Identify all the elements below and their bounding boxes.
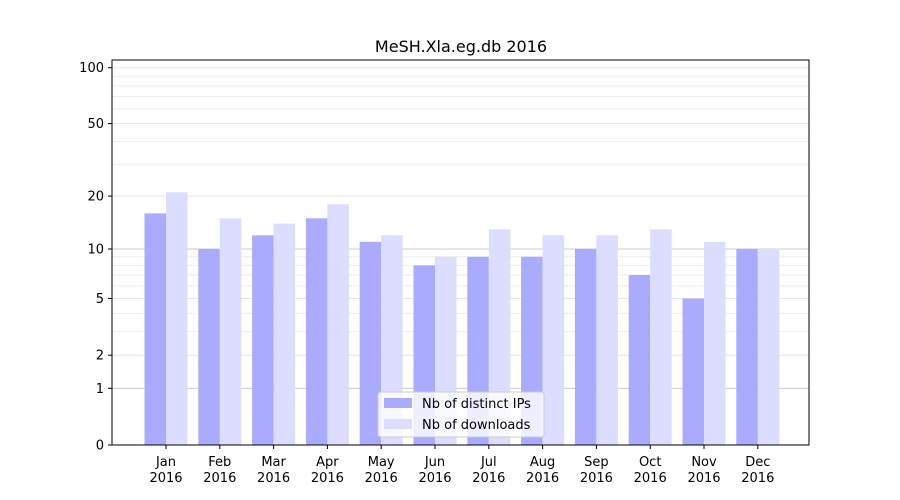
- bar-distinct-ips: [305, 218, 328, 445]
- y-tick-label: 100: [79, 61, 104, 76]
- bar-distinct-ips: [736, 248, 758, 445]
- legend-swatch-ips: [384, 398, 412, 408]
- x-tick-label: Jan 2016: [149, 455, 182, 486]
- legend-box: [377, 391, 545, 438]
- legend-label-ips: Nb of distinct IPs: [422, 397, 531, 412]
- legend-label-downloads: Nb of downloads: [422, 418, 531, 433]
- x-tick-label: Dec 2016: [741, 455, 774, 486]
- bar-distinct-ips: [682, 298, 704, 445]
- bar-downloads: [596, 235, 618, 445]
- bar-downloads: [757, 248, 780, 445]
- y-tick-label: 20: [87, 190, 104, 205]
- x-tick-label: May 2016: [365, 455, 398, 486]
- bars: [144, 192, 780, 445]
- x-tick-label: Oct 2016: [634, 455, 667, 486]
- y-tick-label: 5: [96, 292, 104, 307]
- y-tick-label: 2: [96, 349, 104, 364]
- bar-distinct-ips: [252, 235, 274, 445]
- bar-distinct-ips: [359, 241, 382, 445]
- bar-downloads: [219, 218, 242, 445]
- x-tick-label: Feb 2016: [203, 455, 236, 486]
- bar-distinct-ips: [144, 213, 166, 445]
- x-tick-label: Sep 2016: [580, 455, 613, 486]
- x-tick-label: Nov 2016: [687, 455, 720, 486]
- x-tick-label: Apr 2016: [311, 455, 344, 486]
- bar-downloads: [166, 192, 188, 445]
- x-tick-label: Aug 2016: [526, 455, 559, 486]
- bar-downloads: [327, 204, 349, 445]
- y-axis: 0 1 2 5 10 20 50 100: [79, 61, 112, 454]
- bar-downloads: [704, 241, 726, 445]
- bar-downloads: [650, 229, 672, 445]
- bar-downloads: [488, 229, 511, 445]
- bar-distinct-ips: [628, 275, 651, 445]
- chart-title: MeSH.Xla.eg.db 2016: [375, 37, 547, 56]
- x-tick-label: Jul 2016: [472, 455, 505, 486]
- x-tick-label: Mar 2016: [257, 455, 290, 486]
- plot-frame: [111, 59, 810, 446]
- x-axis: Jan 2016 Feb 2016 Mar 2016 Apr 2016 May 2016 Jun 20…: [149, 445, 774, 486]
- y-tick-label: 0: [96, 439, 104, 454]
- bar-distinct-ips: [198, 248, 220, 445]
- y-tick-label: 1: [96, 382, 104, 397]
- y-tick-label: 50: [87, 117, 104, 132]
- bar-downloads: [542, 235, 565, 445]
- x-tick-label: Jun 2016: [418, 455, 451, 486]
- legend-swatch-downloads: [384, 419, 412, 429]
- y-tick-label: 10: [87, 242, 104, 257]
- legend: Nb of distinct IPs Nb of downloads: [377, 391, 545, 438]
- bar-downloads: [273, 223, 296, 445]
- bar-distinct-ips: [574, 248, 597, 445]
